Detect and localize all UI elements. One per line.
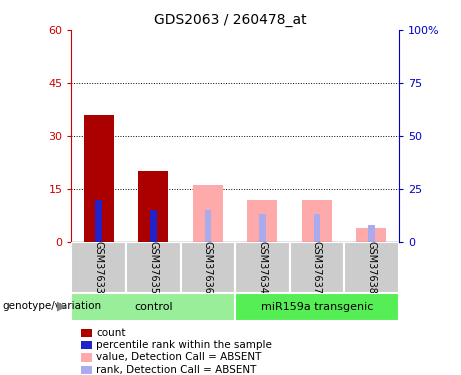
Text: ▶: ▶: [58, 300, 67, 313]
Text: genotype/variation: genotype/variation: [2, 302, 101, 311]
Text: control: control: [134, 302, 172, 312]
Text: GSM37638: GSM37638: [366, 241, 377, 294]
Text: rank, Detection Call = ABSENT: rank, Detection Call = ABSENT: [96, 365, 256, 375]
Bar: [302, 200, 332, 242]
Text: GSM37637: GSM37637: [312, 241, 322, 294]
Text: percentile rank within the sample: percentile rank within the sample: [96, 340, 272, 350]
Bar: [205, 210, 211, 242]
Bar: [368, 225, 375, 242]
Text: count: count: [96, 328, 125, 338]
Bar: [126, 242, 181, 292]
Bar: [235, 292, 399, 321]
Text: GDS2063 / 260478_at: GDS2063 / 260478_at: [154, 13, 307, 27]
Text: GSM37635: GSM37635: [148, 241, 158, 294]
Bar: [344, 242, 399, 292]
Bar: [356, 228, 386, 242]
Bar: [71, 242, 126, 292]
Bar: [71, 292, 235, 321]
Bar: [235, 242, 290, 292]
Text: GSM37633: GSM37633: [94, 241, 104, 294]
Bar: [193, 185, 223, 242]
Bar: [138, 171, 168, 242]
Bar: [259, 214, 266, 242]
Bar: [95, 200, 102, 242]
Text: miR159a transgenic: miR159a transgenic: [261, 302, 373, 312]
Bar: [290, 242, 344, 292]
Bar: [181, 242, 235, 292]
Text: value, Detection Call = ABSENT: value, Detection Call = ABSENT: [96, 352, 261, 362]
Text: GSM37636: GSM37636: [203, 241, 213, 294]
Bar: [150, 210, 157, 242]
Bar: [84, 115, 114, 242]
Bar: [248, 200, 278, 242]
Text: GSM37634: GSM37634: [257, 241, 267, 294]
Bar: [313, 214, 320, 242]
